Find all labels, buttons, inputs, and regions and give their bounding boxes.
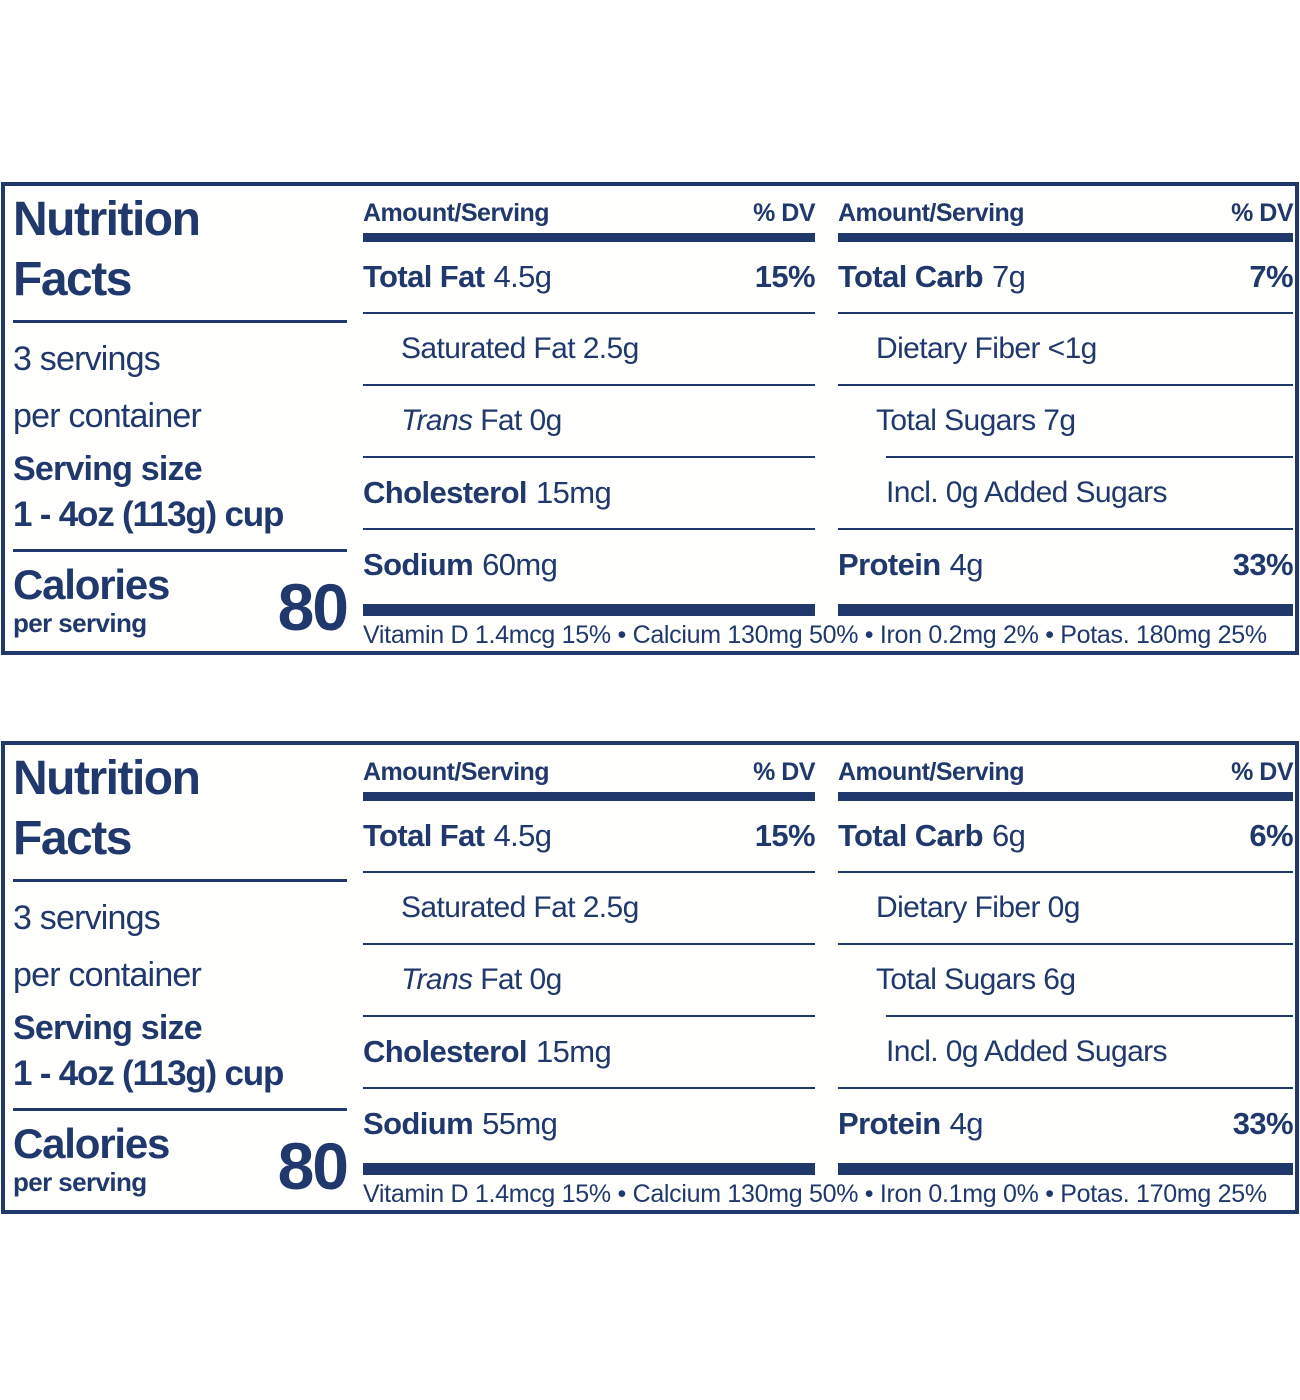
row-total-fat: Total Fat 4.5g 15% (363, 259, 816, 294)
header-bar (363, 792, 815, 801)
row-total-sugars: Total Sugars 7g (876, 404, 1076, 437)
title-line-1: Nutrition (13, 752, 201, 805)
amount-serving-header: Amount/Serving (838, 758, 1025, 786)
row-total-sugars: Total Sugars 6g (876, 963, 1076, 996)
row-sodium: Sodium 55mg (363, 1106, 558, 1141)
micronutrients-footnote: Vitamin D 1.4mcg 15% • Calcium 130mg 50%… (363, 1180, 1267, 1208)
title-line-2: Facts (13, 253, 132, 306)
row-trans-fat: Trans Fat 0g (401, 404, 562, 437)
dv-header: % DV (753, 199, 815, 227)
row-dietary-fiber: Dietary Fiber <1g (876, 332, 1097, 365)
label-left-column: Nutrition Facts 3 servings per container… (13, 745, 353, 1210)
divider (838, 943, 1293, 945)
divider (363, 871, 815, 873)
servings-line-2: per container (13, 956, 202, 994)
header-bar (838, 792, 1293, 801)
servings-line-1: 3 servings (13, 340, 161, 378)
row-protein: Protein 4g 33% (838, 547, 1294, 582)
calories-label: Calories (13, 1120, 170, 1167)
nutrition-facts-panel-2: Nutrition Facts 3 servings per container… (1, 741, 1299, 1214)
divider (13, 1108, 347, 1111)
row-cholesterol: Cholesterol 15mg (363, 1034, 612, 1069)
divider (838, 1087, 1293, 1089)
total-carb-dv: 6% (1249, 818, 1293, 853)
nutrients-region: Amount/Serving % DV Total Fat 4.5g 15% Sa… (353, 745, 1295, 1210)
serving-size-value: 1 - 4oz (113g) cup (13, 1054, 284, 1093)
footnote-bar (838, 1163, 1293, 1175)
servings-per-container: 3 servings per container (13, 331, 353, 445)
serving-size-value: 1 - 4oz (113g) cup (13, 495, 284, 534)
row-saturated-fat: Saturated Fat 2.5g (401, 891, 639, 924)
protein-dv: 33% (1232, 1106, 1294, 1141)
label-left-column: Nutrition Facts 3 servings per container… (13, 186, 353, 651)
calories-block: Calories per serving 80 (13, 561, 349, 644)
divider (363, 384, 815, 386)
calories-per-serving-label: per serving (13, 1167, 147, 1197)
amount-serving-column-carb: Amount/Serving % DV Total Carb 7g 7% Diet… (838, 186, 1294, 616)
divider (13, 549, 347, 552)
nutrition-facts-title: Nutrition Facts (13, 749, 353, 869)
servings-per-container: 3 servings per container (13, 890, 353, 1004)
serving-size-label: Serving size (13, 1009, 203, 1047)
row-saturated-fat: Saturated Fat 2.5g (401, 332, 639, 365)
dv-header: % DV (1231, 758, 1293, 786)
divider (363, 528, 815, 530)
nutrition-facts-title: Nutrition Facts (13, 190, 353, 310)
row-trans-fat: Trans Fat 0g (401, 963, 562, 996)
divider (838, 384, 1293, 386)
calories-value: 80 (277, 1129, 349, 1203)
header-bar (363, 233, 815, 242)
micronutrients-footnote: Vitamin D 1.4mcg 15% • Calcium 130mg 50%… (363, 621, 1267, 649)
divider (13, 879, 347, 882)
amount-serving-header: Amount/Serving (363, 758, 550, 786)
divider (838, 871, 1293, 873)
divider (886, 1015, 1293, 1017)
row-total-fat: Total Fat 4.5g 15% (363, 818, 816, 853)
protein-dv: 33% (1232, 547, 1294, 582)
calories-per-serving-label: per serving (13, 608, 147, 638)
row-added-sugars: Incl. 0g Added Sugars (886, 1035, 1168, 1068)
calories-block: Calories per serving 80 (13, 1120, 349, 1203)
total-fat-dv: 15% (754, 818, 816, 853)
amount-serving-column-fat: Amount/Serving % DV Total Fat 4.5g 15% Sa… (363, 186, 816, 616)
divider (363, 456, 815, 458)
row-protein: Protein 4g 33% (838, 1106, 1294, 1141)
divider (838, 312, 1293, 314)
amount-serving-header: Amount/Serving (363, 199, 550, 227)
amount-serving-column-carb: Amount/Serving % DV Total Carb 6g 6% Diet… (838, 745, 1294, 1175)
calories-label: Calories (13, 561, 170, 608)
amount-serving-header: Amount/Serving (838, 199, 1025, 227)
row-sodium: Sodium 60mg (363, 547, 558, 582)
row-cholesterol: Cholesterol 15mg (363, 475, 612, 510)
divider (363, 1015, 815, 1017)
divider (886, 456, 1293, 458)
header-bar (838, 233, 1293, 242)
footnote-bar (363, 604, 815, 616)
divider (363, 312, 815, 314)
servings-line-2: per container (13, 397, 202, 435)
servings-line-1: 3 servings (13, 899, 161, 937)
row-total-carb: Total Carb 6g 6% (838, 818, 1294, 853)
calories-value: 80 (277, 570, 349, 644)
footnote-bar (838, 604, 1293, 616)
nutrition-facts-panel-1: Nutrition Facts 3 servings per container… (1, 182, 1299, 655)
row-total-carb: Total Carb 7g 7% (838, 259, 1294, 294)
total-fat-dv: 15% (754, 259, 816, 294)
row-added-sugars: Incl. 0g Added Sugars (886, 476, 1168, 509)
serving-size-label: Serving size (13, 450, 203, 488)
divider (13, 320, 347, 323)
divider (363, 1087, 815, 1089)
total-carb-dv: 7% (1249, 259, 1293, 294)
row-dietary-fiber: Dietary Fiber 0g (876, 891, 1080, 924)
nutrients-region: Amount/Serving % DV Total Fat 4.5g 15% Sa… (353, 186, 1295, 651)
title-line-2: Facts (13, 812, 132, 865)
amount-serving-column-fat: Amount/Serving % DV Total Fat 4.5g 15% Sa… (363, 745, 816, 1175)
footnote-bar (363, 1163, 815, 1175)
dv-header: % DV (753, 758, 815, 786)
divider (363, 943, 815, 945)
dv-header: % DV (1231, 199, 1293, 227)
title-line-1: Nutrition (13, 193, 201, 246)
divider (838, 528, 1293, 530)
